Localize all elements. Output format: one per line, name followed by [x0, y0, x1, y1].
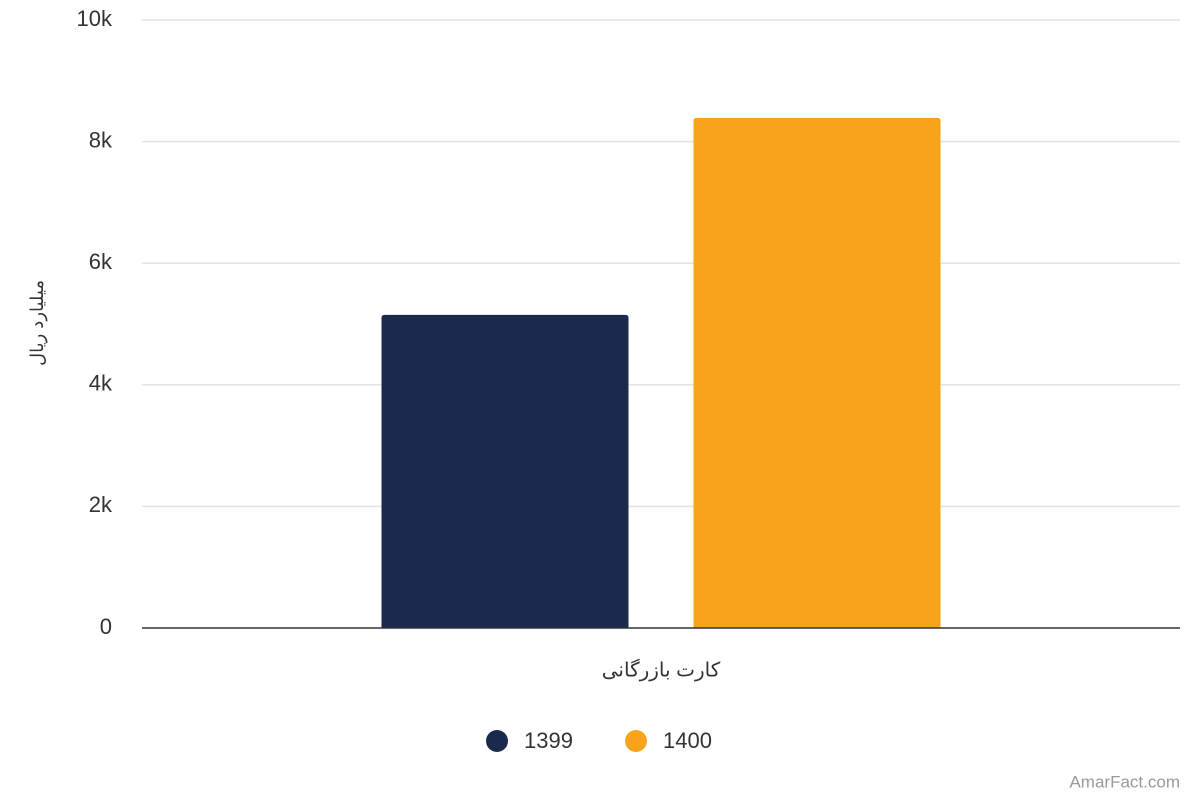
credit: AmarFact.com	[1069, 772, 1180, 791]
y-tick-label: 0	[100, 614, 112, 639]
y-axis-label: میلیارد ریال	[27, 280, 47, 366]
legend-marker	[486, 730, 508, 752]
x-tick-label: کارت بازرگانی	[602, 658, 721, 681]
bar	[381, 314, 629, 628]
bar	[693, 117, 941, 628]
legend-marker	[625, 730, 647, 752]
y-tick-label: 8k	[89, 127, 113, 152]
y-tick-label: 10k	[77, 6, 113, 31]
legend-label: 1399	[524, 728, 573, 753]
y-tick-label: 4k	[89, 371, 113, 396]
y-tick-label: 2k	[89, 492, 113, 517]
y-tick-label: 6k	[89, 249, 113, 274]
legend-label: 1400	[663, 728, 712, 753]
